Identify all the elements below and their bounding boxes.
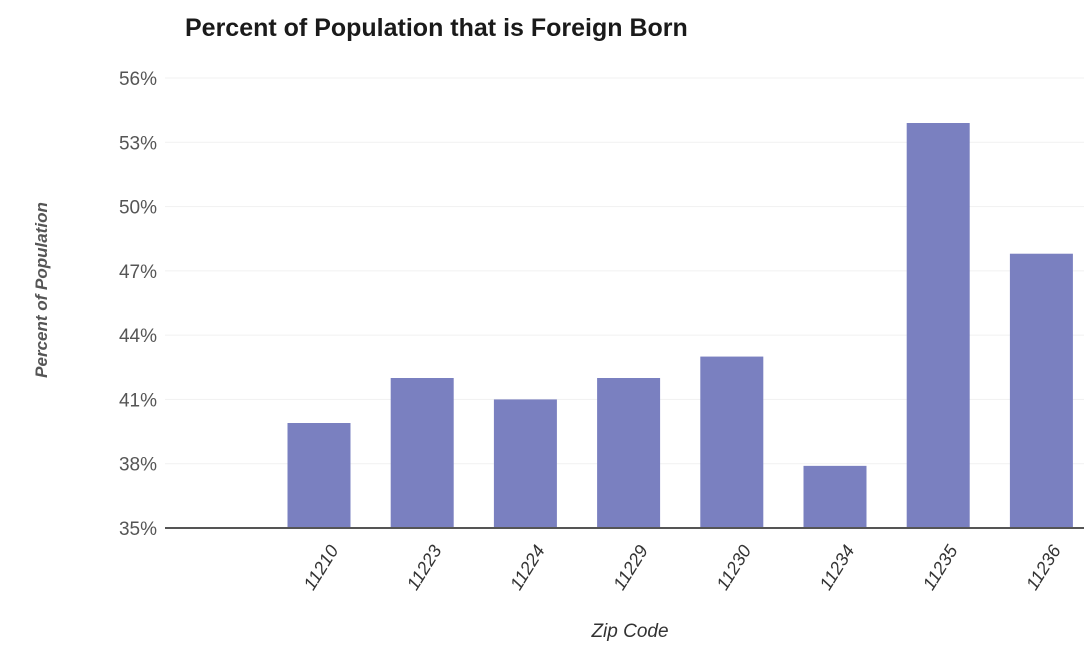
bar-11224 (493, 399, 557, 528)
bar-11210 (287, 423, 351, 528)
y-tick-label: 35% (119, 519, 157, 540)
x-tick-label-11229: 11229 (609, 542, 652, 594)
x-tick-label-11236: 11236 (1022, 541, 1065, 594)
x-tick-label-11235: 11235 (919, 541, 962, 594)
chart-title: Percent of Population that is Foreign Bo… (185, 14, 688, 42)
y-tick-label: 47% (119, 262, 157, 283)
y-axis-label: Percent of Population (32, 202, 51, 378)
x-tick-label-11234: 11234 (816, 542, 859, 594)
x-tick-label-11230: 11230 (712, 542, 755, 594)
x-axis-ticks: 11210 11223 11224 11229 11230 11234 11235 11236 (300, 541, 1066, 594)
gridlines (165, 77, 1084, 465)
y-tick-label: 44% (119, 326, 157, 347)
bar-11235 (906, 123, 970, 528)
bar-11223 (390, 378, 454, 528)
bar-11236 (1009, 253, 1073, 528)
bar-11229 (597, 378, 661, 528)
x-tick-label-11223: 11223 (403, 542, 446, 594)
x-tick-label-11210: 11210 (300, 542, 343, 594)
bar-11230 (700, 356, 764, 528)
x-tick-label-11224: 11224 (506, 542, 549, 594)
bar-11234 (803, 465, 867, 528)
y-tick-label: 56% (119, 69, 157, 90)
y-tick-label: 53% (119, 133, 157, 154)
y-tick-label: 38% (119, 455, 157, 476)
y-tick-label: 50% (119, 198, 157, 219)
x-axis-label: Zip Code (590, 621, 668, 642)
bars (287, 123, 1073, 528)
y-tick-label: 41% (119, 390, 157, 411)
y-axis-ticks: 35% 38% 41% 44% 47% 50% 53% 56% (119, 69, 157, 540)
